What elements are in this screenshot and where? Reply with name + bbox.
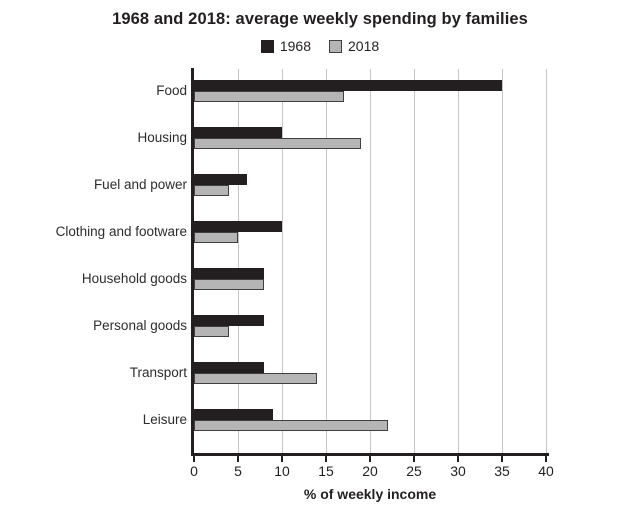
legend-swatch-2018 xyxy=(329,39,342,53)
legend: 1968 2018 xyxy=(0,38,640,54)
x-tick-label-40: 40 xyxy=(538,463,554,479)
bar-1968-food xyxy=(194,80,502,91)
gridline-20 xyxy=(369,69,371,455)
legend-item-2018: 2018 xyxy=(329,38,379,54)
bar-1968-personal-goods xyxy=(194,315,265,326)
gridline-35 xyxy=(501,69,503,455)
category-label-leisure: Leisure xyxy=(142,412,187,427)
category-label-housing: Housing xyxy=(137,130,187,145)
category-label-food: Food xyxy=(156,83,187,98)
bar-1968-fuel-and-power xyxy=(194,174,247,185)
x-tick-label-5: 5 xyxy=(234,463,242,479)
bar-1968-leisure xyxy=(194,409,274,420)
x-tick-label-10: 10 xyxy=(274,463,290,479)
x-tick-mark-0 xyxy=(193,456,195,462)
category-label-household-goods: Household goods xyxy=(81,271,187,286)
category-label-transport: Transport xyxy=(129,365,187,380)
legend-label-1968: 1968 xyxy=(279,38,311,54)
category-label-personal-goods: Personal goods xyxy=(93,318,187,333)
x-tick-mark-25 xyxy=(413,456,415,462)
legend-item-1968: 1968 xyxy=(260,38,311,54)
bar-2018-leisure xyxy=(194,420,388,431)
bar-2018-food xyxy=(194,91,344,102)
legend-swatch-1968 xyxy=(260,39,274,53)
bar-1968-clothing-and-footware xyxy=(194,221,282,232)
plot-area xyxy=(194,69,547,455)
x-tick-label-25: 25 xyxy=(406,463,422,479)
x-axis-line xyxy=(191,453,549,456)
gridline-15 xyxy=(325,69,327,455)
bar-1968-transport xyxy=(194,362,265,373)
x-tick-mark-20 xyxy=(369,456,371,462)
x-tick-mark-35 xyxy=(501,456,503,462)
x-tick-mark-10 xyxy=(281,456,283,462)
bar-2018-housing xyxy=(194,138,362,149)
x-tick-mark-15 xyxy=(325,456,327,462)
legend-label-2018: 2018 xyxy=(348,38,380,54)
gridline-25 xyxy=(413,69,415,455)
bar-1968-housing xyxy=(194,127,282,138)
bar-2018-fuel-and-power xyxy=(194,185,230,196)
y-axis-line xyxy=(191,68,194,456)
bar-2018-personal-goods xyxy=(194,326,230,337)
x-tick-mark-40 xyxy=(545,456,547,462)
x-tick-mark-5 xyxy=(237,456,239,462)
gridline-5 xyxy=(237,69,239,455)
x-tick-label-0: 0 xyxy=(190,463,198,479)
gridline-10 xyxy=(281,69,283,455)
x-axis-title: % of weekly income xyxy=(303,486,437,502)
chart-title: 1968 and 2018: average weekly spending b… xyxy=(112,10,528,28)
x-tick-label-20: 20 xyxy=(362,463,378,479)
gridline-30 xyxy=(457,69,459,455)
category-label-fuel-and-power: Fuel and power xyxy=(93,177,187,192)
bar-2018-transport xyxy=(194,373,318,384)
bar-1968-household-goods xyxy=(194,268,265,279)
gridline-40 xyxy=(545,69,547,455)
x-tick-label-30: 30 xyxy=(450,463,466,479)
bar-2018-household-goods xyxy=(194,279,265,290)
x-tick-label-15: 15 xyxy=(318,463,334,479)
bar-2018-clothing-and-footware xyxy=(194,232,238,243)
category-label-clothing-and-footware: Clothing and footware xyxy=(55,224,187,239)
x-tick-mark-30 xyxy=(457,456,459,462)
x-tick-label-35: 35 xyxy=(494,463,510,479)
